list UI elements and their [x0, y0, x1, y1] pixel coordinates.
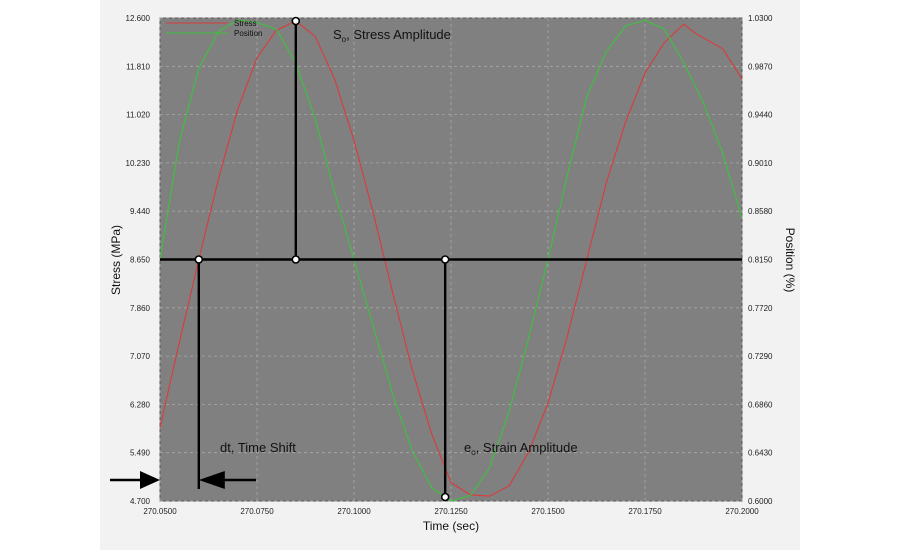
right-tick-label: 0.7290: [748, 352, 773, 361]
left-tick-label: 5.490: [130, 449, 151, 458]
position-series-line: [159, 19, 743, 502]
left-axis-ticks: 4.700 5.490 6.280 7.070 7.860 8.650 9.440 10.23…: [126, 14, 151, 506]
x-tick-label: 270.1000: [337, 507, 371, 516]
right-tick-label: 0.6000: [748, 497, 773, 506]
annotation-marker: [440, 255, 450, 264]
left-axis-title: Stress (MPa): [109, 225, 123, 295]
right-tick-label: 1.0300: [748, 14, 773, 23]
x-axis-ticks: 270.0500 270.0750 270.1000 270.1250 270.1500…: [143, 507, 759, 516]
left-tick-label: 11.810: [126, 62, 150, 71]
left-tick-label: 10.230: [126, 159, 151, 168]
x-tick-label: 270.0500: [143, 507, 177, 516]
x-tick-label: 270.1500: [531, 507, 565, 516]
annotation-marker: [440, 492, 450, 502]
left-tick-label: 7.070: [130, 352, 151, 361]
right-tick-label: 0.7720: [748, 304, 773, 313]
x-axis-title: Time (sec): [423, 519, 479, 533]
right-tick-label: 0.9010: [748, 159, 773, 168]
right-axis-title: Position (%): [783, 228, 797, 293]
stress-series-line: [159, 20, 743, 497]
x-tick-label: 270.2000: [725, 507, 759, 516]
left-tick-label: 9.440: [130, 207, 151, 216]
left-tick-label: 8.650: [130, 256, 151, 265]
annotation-marker: [194, 255, 204, 264]
annotation-marker: [291, 16, 301, 26]
annotation-marker: [291, 255, 301, 264]
legend-stress-label: Stress: [234, 19, 257, 28]
left-tick-label: 4.700: [130, 497, 151, 506]
stress-amplitude-label: So, Stress Amplitude: [333, 27, 451, 44]
legend-position-label: Position: [234, 29, 262, 38]
left-tick-label: 11.020: [126, 111, 150, 120]
series-lines: [159, 19, 743, 502]
time-shift-label: dt, Time Shift: [220, 440, 296, 455]
strain-amplitude-label: eo, Strain Amplitude: [464, 440, 578, 457]
left-tick-label: 12.600: [126, 14, 151, 23]
time-shift-arrow-left-head: [140, 471, 160, 489]
right-tick-label: 0.9440: [748, 111, 773, 120]
legend: Stress Position: [166, 19, 262, 38]
x-tick-label: 270.1750: [628, 507, 662, 516]
right-tick-label: 0.6860: [748, 400, 773, 409]
left-tick-label: 7.860: [130, 304, 151, 313]
time-shift-arrow-right-head: [198, 471, 225, 489]
right-tick-label: 0.8150: [748, 256, 773, 265]
left-tick-label: 6.280: [130, 400, 151, 409]
right-tick-label: 0.8580: [748, 207, 773, 216]
x-tick-label: 270.0750: [240, 507, 274, 516]
right-axis-ticks: 0.6000 0.6430 0.6860 0.7290 0.7720 0.8150 0.85…: [748, 14, 773, 506]
right-tick-label: 0.9870: [748, 62, 773, 71]
right-tick-label: 0.6430: [748, 449, 773, 458]
x-tick-label: 270.1250: [434, 507, 468, 516]
annotation-overlay: [110, 16, 742, 502]
